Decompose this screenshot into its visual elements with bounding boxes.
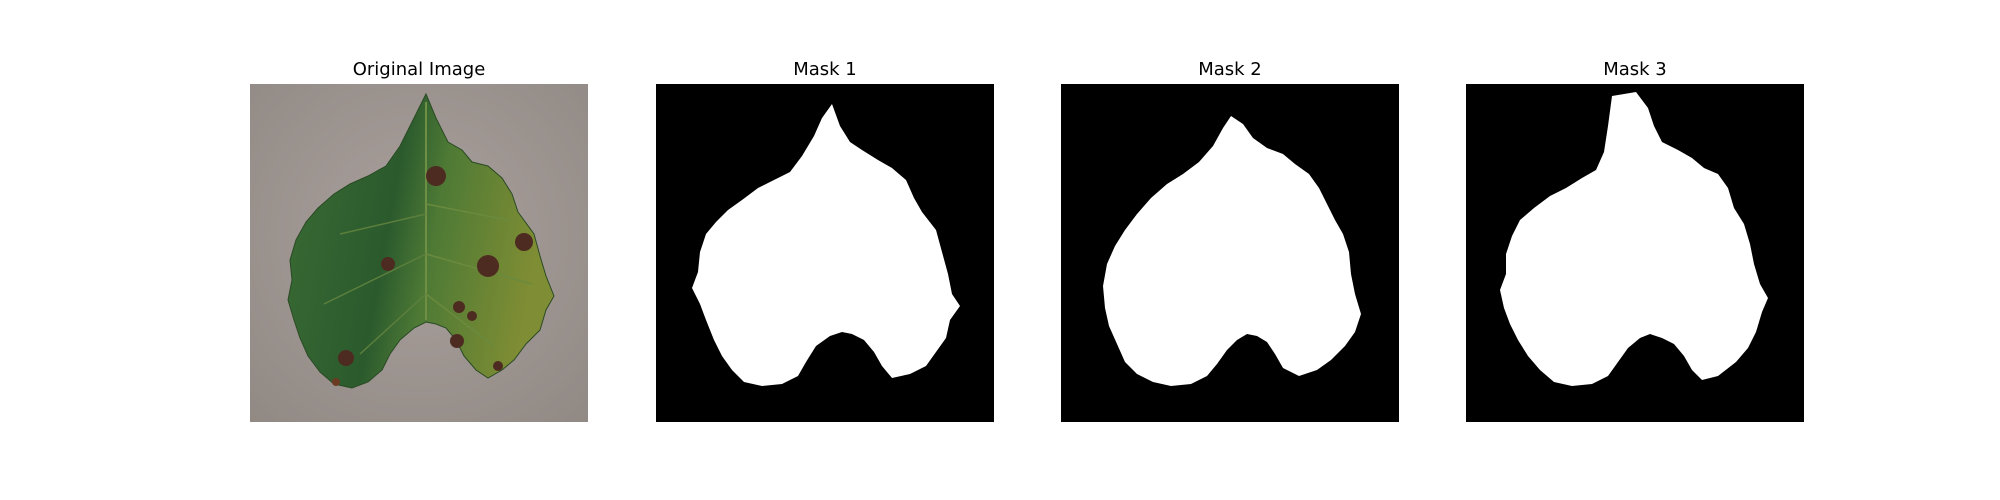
mask-3-image: [1466, 84, 1804, 422]
mask-foreground: [692, 104, 960, 386]
original-leaf-image: [250, 84, 588, 422]
mask-foreground: [1500, 92, 1768, 386]
lesion-spot: [381, 257, 395, 271]
panel-title: Original Image: [352, 59, 486, 80]
lesion-spot: [450, 334, 464, 348]
panel-mask-2: Mask 2: [1061, 50, 1399, 422]
panel-title: Mask 1: [793, 59, 857, 80]
mask-1-image: [656, 84, 994, 422]
panel-mask-1: Mask 1: [656, 50, 994, 422]
mask-2-image: [1061, 84, 1399, 422]
lesion-spot: [493, 361, 503, 371]
panel-title: Mask 3: [1603, 59, 1667, 80]
lesion-spot: [515, 233, 533, 251]
panel-original-image: Original Image: [250, 50, 588, 422]
leaf-shape: [287, 92, 555, 389]
lesion-spot: [426, 166, 446, 186]
lesion-spot: [467, 311, 477, 321]
mask-foreground: [1103, 116, 1361, 386]
lesion-spot: [453, 301, 465, 313]
panel-title: Mask 2: [1198, 59, 1262, 80]
lesion-spot: [332, 378, 340, 386]
lesion-spot: [338, 350, 354, 366]
panel-mask-3: Mask 3: [1466, 50, 1804, 422]
lesion-spot: [477, 255, 499, 277]
leaf-vein-left: [323, 213, 427, 355]
